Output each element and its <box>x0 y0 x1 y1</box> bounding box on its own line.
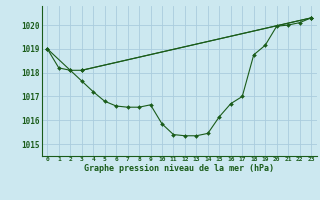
X-axis label: Graphe pression niveau de la mer (hPa): Graphe pression niveau de la mer (hPa) <box>84 164 274 173</box>
